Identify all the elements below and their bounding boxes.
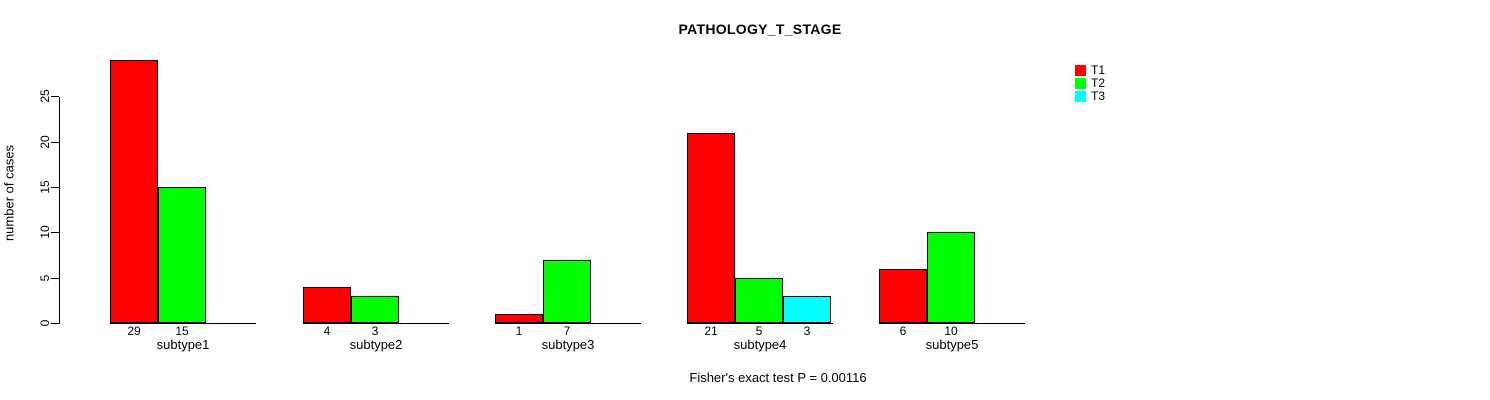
legend-label: T2 [1091, 76, 1106, 90]
legend-label: T1 [1091, 63, 1106, 77]
bar-subtype3-t2 [543, 260, 591, 323]
legend-item-t2: T2 [1075, 77, 1105, 90]
bar-subtype2-t1 [303, 287, 351, 323]
x-axis-baseline [110, 323, 256, 324]
bar-subtype4-t2 [735, 278, 783, 323]
y-tick-label: 10 [38, 225, 52, 239]
legend-swatch-t3 [1075, 91, 1086, 102]
bar-subtype2-t2 [351, 296, 399, 323]
y-tick-label: 25 [38, 89, 52, 103]
bar-value-label: 21 [704, 324, 718, 338]
legend-swatch-t1 [1075, 65, 1086, 76]
bar-subtype1-t1 [110, 60, 158, 323]
x-category-label: subtype4 [733, 337, 787, 352]
bar-value-label: 6 [899, 324, 907, 338]
legend-label: T3 [1091, 89, 1106, 103]
chart-title: PATHOLOGY_T_STAGE [678, 21, 842, 37]
bar-subtype3-t1 [495, 314, 543, 323]
bar-subtype5-t1 [879, 269, 927, 323]
x-category-label: subtype3 [541, 337, 595, 352]
bar-value-label: 3 [371, 324, 379, 338]
legend-item-t3: T3 [1075, 90, 1105, 103]
x-category-label: subtype1 [156, 337, 210, 352]
bar-value-label: 4 [323, 324, 331, 338]
y-axis-line [59, 97, 60, 324]
bar-value-label: 1 [515, 324, 523, 338]
bar-subtype1-t2 [158, 187, 206, 323]
bar-subtype5-t2 [927, 232, 975, 323]
legend-item-t1: T1 [1075, 64, 1105, 77]
y-tick [51, 96, 59, 97]
y-tick [51, 232, 59, 233]
bar-subtype4-t1 [687, 133, 735, 323]
bar-subtype4-t3 [783, 296, 831, 323]
bar-value-label: 15 [175, 324, 189, 338]
x-axis-baseline [687, 323, 833, 324]
y-tick-label: 0 [38, 319, 52, 327]
legend-swatch-t2 [1075, 78, 1086, 89]
y-tick-label: 20 [38, 135, 52, 149]
x-axis-baseline [879, 323, 1025, 324]
y-tick [51, 323, 59, 324]
y-tick [51, 142, 59, 143]
bar-value-label: 29 [127, 324, 141, 338]
y-tick [51, 187, 59, 188]
statistical-test-note: Fisher's exact test P = 0.00116 [689, 370, 867, 385]
bar-value-label: 10 [944, 324, 958, 338]
y-tick [51, 278, 59, 279]
x-category-label: subtype5 [925, 337, 979, 352]
bar-value-label: 3 [803, 324, 811, 338]
x-axis-baseline [495, 323, 641, 324]
x-axis-baseline [303, 323, 449, 324]
legend: T1 T2 T3 [1075, 64, 1105, 103]
y-tick-label: 5 [38, 274, 52, 282]
y-tick-label: 15 [38, 180, 52, 194]
bar-value-label: 5 [755, 324, 763, 338]
bar-value-label: 7 [563, 324, 571, 338]
x-category-label: subtype2 [349, 337, 403, 352]
y-axis-label: number of cases [1, 144, 17, 242]
